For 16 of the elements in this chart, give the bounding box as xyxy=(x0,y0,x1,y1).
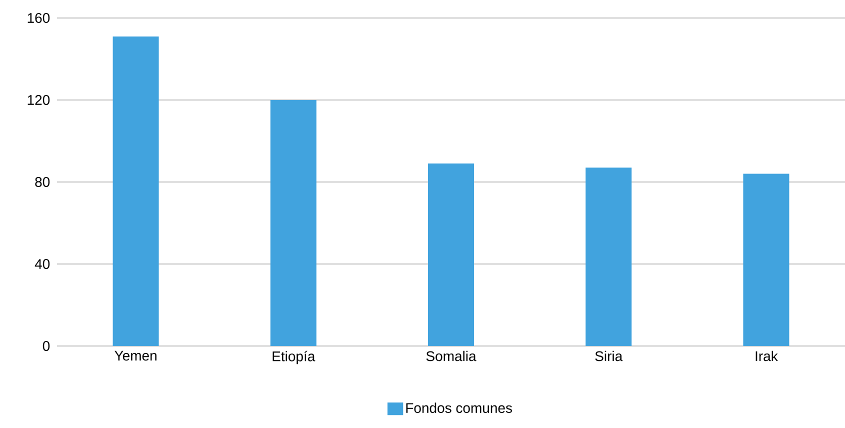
y-tick-label: 40 xyxy=(34,259,50,269)
y-tick-label: 0 xyxy=(42,341,50,351)
legend-label: Fondos comunes xyxy=(406,402,512,413)
y-tick-label: 120 xyxy=(28,95,50,105)
y-tick-label: 80 xyxy=(35,177,50,187)
bar xyxy=(586,168,632,346)
x-tick-label: Etiopía xyxy=(272,350,316,364)
x-tick-label: Siria xyxy=(595,350,623,362)
x-tick-label: Somalia xyxy=(426,350,476,362)
bar xyxy=(743,174,790,346)
x-tick-label: Yemen xyxy=(114,350,156,361)
bar xyxy=(270,100,316,346)
bar xyxy=(112,36,159,346)
x-tick-label: Irak xyxy=(756,350,778,362)
y-tick-label: 160 xyxy=(28,13,50,23)
bar xyxy=(428,164,474,346)
